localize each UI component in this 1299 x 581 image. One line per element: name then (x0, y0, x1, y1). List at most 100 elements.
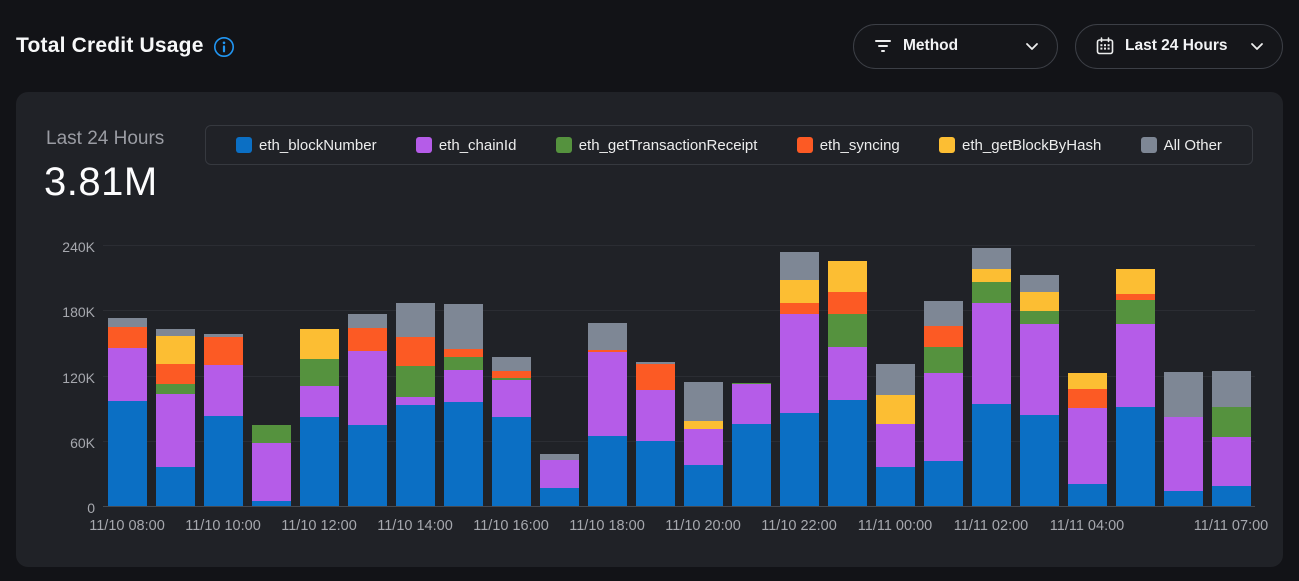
bar-11-10-09-00[interactable] (155, 328, 195, 506)
bar-segment[interactable] (155, 384, 195, 395)
bar-segment[interactable] (1211, 407, 1251, 437)
legend-item-eth_blockNumber[interactable]: eth_blockNumber (236, 137, 377, 154)
bar-segment[interactable] (923, 460, 963, 506)
bar-segment[interactable] (203, 337, 243, 365)
bar-segment[interactable] (587, 351, 627, 437)
bar-segment[interactable] (155, 394, 195, 468)
legend-item-eth_getTransactionReceipt[interactable]: eth_getTransactionReceipt (555, 137, 757, 154)
bar-segment[interactable] (251, 500, 291, 506)
bar-segment[interactable] (1115, 293, 1155, 301)
bar-11-10-18-00[interactable] (587, 323, 627, 506)
bar-segment[interactable] (1067, 408, 1107, 485)
bar-11-11-00-00[interactable] (875, 364, 915, 506)
bar-segment[interactable] (1019, 415, 1059, 506)
bar-segment[interactable] (491, 378, 531, 381)
bar-segment[interactable] (1211, 370, 1251, 408)
bar-segment[interactable] (1067, 373, 1107, 389)
bar-segment[interactable] (683, 429, 723, 466)
bar-11-10-16-00[interactable] (491, 357, 531, 506)
bar-segment[interactable] (299, 416, 339, 506)
bar-segment[interactable] (299, 358, 339, 387)
bar-11-10-15-00[interactable] (443, 303, 483, 506)
bar-segment[interactable] (779, 252, 819, 281)
bar-segment[interactable] (923, 373, 963, 461)
bar-segment[interactable] (299, 386, 339, 417)
bar-segment[interactable] (299, 329, 339, 359)
bar-segment[interactable] (875, 394, 915, 424)
bar-segment[interactable] (347, 313, 387, 329)
bar-11-11-05-00[interactable] (1115, 268, 1155, 506)
bar-11-11-06-00[interactable] (1163, 371, 1203, 506)
date-range-dropdown[interactable]: Last 24 Hours (1075, 23, 1283, 69)
bar-11-10-13-00[interactable] (347, 313, 387, 506)
bar-segment[interactable] (203, 415, 243, 506)
bar-segment[interactable] (827, 261, 867, 293)
legend-item-eth_syncing[interactable]: eth_syncing (796, 137, 900, 154)
bar-segment[interactable] (779, 413, 819, 506)
bar-segment[interactable] (107, 348, 147, 402)
bar-segment[interactable] (779, 303, 819, 314)
bar-11-10-21-00[interactable] (731, 383, 771, 506)
bar-segment[interactable] (1067, 388, 1107, 409)
bar-11-10-10-00[interactable] (203, 333, 243, 506)
bar-11-11-01-00[interactable] (923, 300, 963, 506)
bar-11-11-07-00[interactable] (1211, 370, 1251, 506)
bar-segment[interactable] (971, 269, 1011, 282)
bar-11-10-14-00[interactable] (395, 302, 435, 506)
bar-segment[interactable] (347, 328, 387, 352)
bar-segment[interactable] (1019, 275, 1059, 292)
bar-segment[interactable] (539, 488, 579, 506)
bar-segment[interactable] (395, 302, 435, 338)
bar-segment[interactable] (1163, 490, 1203, 506)
bar-segment[interactable] (731, 423, 771, 506)
bar-segment[interactable] (443, 370, 483, 403)
method-filter-dropdown[interactable]: Method (853, 23, 1058, 69)
bar-segment[interactable] (683, 382, 723, 422)
bar-segment[interactable] (971, 281, 1011, 303)
bar-segment[interactable] (395, 396, 435, 405)
bar-segment[interactable] (875, 467, 915, 506)
bar-segment[interactable] (827, 314, 867, 348)
bar-segment[interactable] (395, 337, 435, 366)
bar-segment[interactable] (1115, 406, 1155, 506)
bar-segment[interactable] (635, 361, 675, 365)
bar-segment[interactable] (779, 314, 819, 413)
bar-11-10-08-00[interactable] (107, 318, 147, 506)
bar-segment[interactable] (1067, 484, 1107, 506)
bar-11-11-02-00[interactable] (971, 248, 1011, 506)
bar-segment[interactable] (1163, 416, 1203, 491)
bar-segment[interactable] (443, 303, 483, 350)
bar-segment[interactable] (1019, 291, 1059, 311)
bar-segment[interactable] (491, 380, 531, 418)
bar-segment[interactable] (347, 351, 387, 425)
bar-segment[interactable] (683, 465, 723, 506)
bar-segment[interactable] (923, 347, 963, 374)
bar-segment[interactable] (971, 302, 1011, 405)
bar-segment[interactable] (443, 402, 483, 506)
legend-item-All Other[interactable]: All Other (1140, 137, 1222, 154)
bar-segment[interactable] (491, 357, 531, 372)
bar-segment[interactable] (203, 364, 243, 416)
bar-segment[interactable] (1019, 310, 1059, 324)
bar-segment[interactable] (491, 417, 531, 506)
bar-segment[interactable] (875, 423, 915, 468)
bar-segment[interactable] (779, 280, 819, 304)
legend-item-eth_chainId[interactable]: eth_chainId (415, 137, 516, 154)
bar-segment[interactable] (107, 326, 147, 349)
bar-segment[interactable] (251, 425, 291, 444)
bar-segment[interactable] (155, 328, 195, 337)
bar-segment[interactable] (731, 383, 771, 385)
bar-segment[interactable] (923, 325, 963, 348)
bar-11-11-04-00[interactable] (1067, 373, 1107, 506)
bar-segment[interactable] (155, 336, 195, 365)
legend-item-eth_getBlockByHash[interactable]: eth_getBlockByHash (939, 137, 1101, 154)
bar-segment[interactable] (1211, 436, 1251, 487)
bar-segment[interactable] (491, 371, 531, 379)
bar-segment[interactable] (923, 300, 963, 326)
bar-11-10-22-00[interactable] (779, 252, 819, 506)
bar-segment[interactable] (587, 350, 627, 352)
bar-11-10-19-00[interactable] (635, 361, 675, 506)
bar-segment[interactable] (443, 349, 483, 358)
bar-segment[interactable] (635, 389, 675, 441)
bar-11-10-12-00[interactable] (299, 329, 339, 506)
